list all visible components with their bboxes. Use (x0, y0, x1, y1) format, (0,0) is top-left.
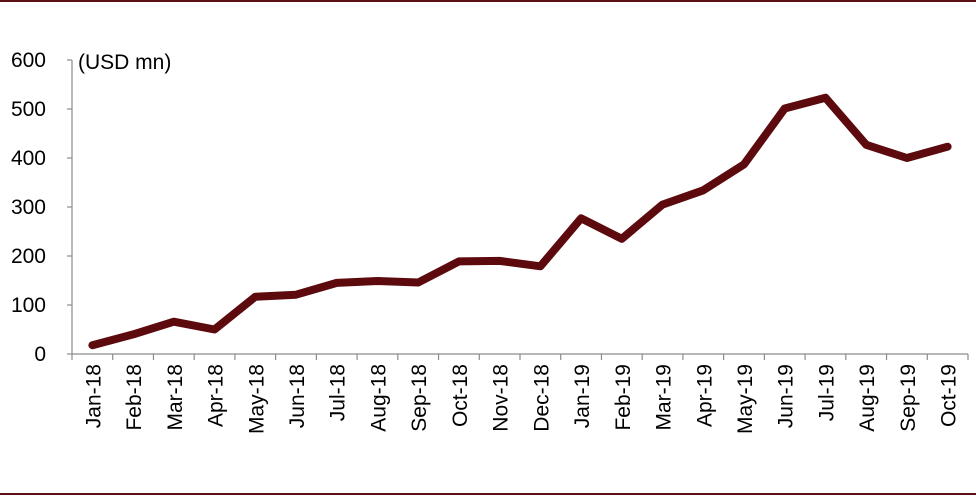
y-tick-label: 500 (11, 98, 46, 121)
x-tick-label: Mar-19 (653, 364, 676, 431)
x-tick-label: Mar-18 (164, 364, 187, 431)
x-tick-label: May-18 (245, 364, 268, 434)
x-tick-label: Jan-18 (82, 364, 105, 428)
x-tick-label: Jan-19 (571, 364, 594, 428)
x-tick-label: Jun-18 (286, 364, 309, 428)
x-tick-label: Apr-18 (205, 364, 228, 427)
x-tick-label: Jul-18 (327, 364, 350, 421)
y-tick-label: 600 (11, 49, 46, 72)
y-axis-ticks: 0 100 200 300 400 500 600 (11, 49, 72, 366)
x-tick-label: Feb-19 (612, 364, 635, 431)
y-tick-label: 0 (34, 343, 46, 366)
x-tick-label: Jul-19 (815, 364, 838, 421)
x-tick-label: Nov-18 (490, 364, 513, 432)
y-tick-label: 400 (11, 147, 46, 170)
x-tick-label: Feb-18 (123, 364, 146, 431)
top-rule (0, 0, 976, 2)
x-tick-label: Jun-19 (775, 364, 798, 428)
bottom-rule (0, 493, 976, 495)
x-axis-ticks: Jan-18 Feb-18 Mar-18 Apr-18 May-18 Jun-18 Jul-… (71, 354, 969, 434)
y-axis-unit-label: (USD mn) (78, 51, 171, 74)
x-tick-label: Oct-18 (449, 364, 472, 427)
series-line (88, 93, 952, 350)
x-tick-label: Oct-19 (938, 364, 961, 427)
chart-series (88, 93, 952, 350)
y-tick-label: 200 (11, 245, 46, 268)
x-tick-label: Apr-19 (693, 364, 716, 427)
y-tick-label: 300 (11, 196, 46, 219)
x-tick-label: Sep-18 (408, 364, 431, 432)
x-tick-label: Dec-18 (530, 364, 553, 432)
x-tick-label: Aug-19 (856, 364, 879, 432)
x-tick-label: Sep-19 (897, 364, 920, 432)
x-tick-label: May-19 (734, 364, 757, 434)
y-tick-label: 100 (11, 294, 46, 317)
x-tick-label: Aug-18 (367, 364, 390, 432)
